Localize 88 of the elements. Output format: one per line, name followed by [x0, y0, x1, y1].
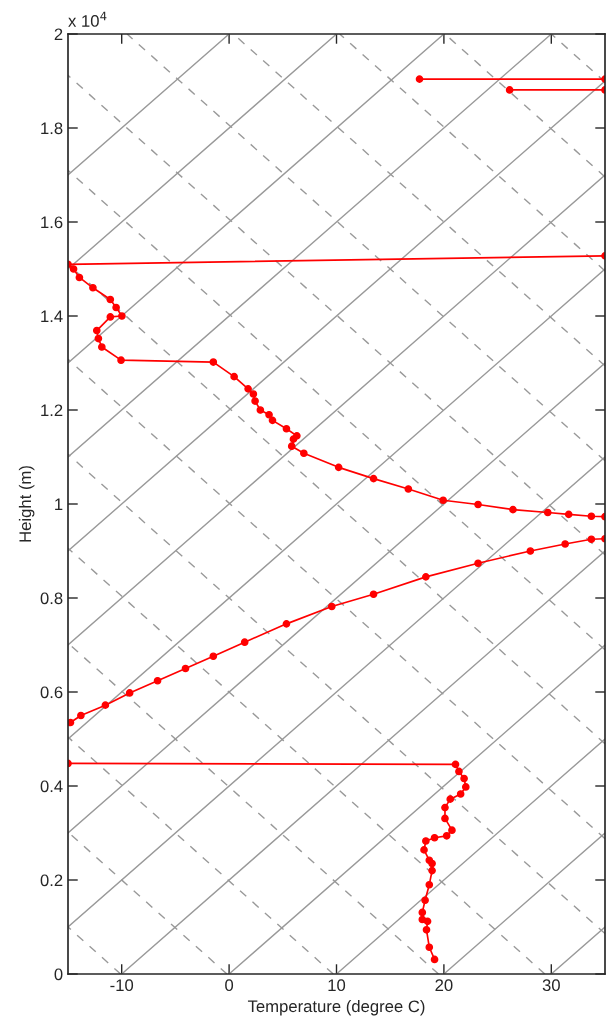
point [265, 410, 273, 419]
point [118, 312, 126, 320]
y-tick-label: 0 [54, 968, 63, 981]
point [446, 795, 455, 803]
point [461, 783, 470, 791]
point [77, 711, 85, 720]
x-tick-label: 10 [328, 979, 346, 992]
point [441, 803, 449, 812]
point [256, 406, 265, 414]
point [89, 283, 97, 292]
point [300, 449, 308, 458]
point [249, 390, 258, 398]
point [420, 846, 428, 854]
point [425, 880, 434, 889]
point [101, 701, 110, 709]
point [428, 866, 436, 875]
point [92, 326, 101, 335]
point [69, 265, 78, 273]
y-tick-label: 0.6 [40, 686, 63, 699]
y-tick-label: 1.6 [41, 216, 63, 229]
x-tick-label: 30 [542, 979, 560, 992]
point [451, 760, 460, 769]
point [543, 508, 552, 517]
point [456, 790, 465, 798]
point [94, 334, 103, 343]
point [240, 638, 249, 647]
point [209, 358, 218, 366]
point [75, 273, 84, 282]
point [327, 602, 336, 611]
point [441, 814, 449, 823]
point [425, 943, 434, 952]
point [430, 955, 439, 964]
point [293, 432, 301, 440]
x-axis-title: Temperature (degree C) [247, 999, 425, 1016]
point [587, 535, 596, 544]
point [230, 372, 238, 381]
y-axis-title: Height (m) [18, 466, 35, 542]
point [112, 303, 120, 312]
point [418, 908, 427, 917]
point [181, 664, 190, 673]
point [268, 416, 277, 425]
point [117, 356, 125, 365]
point [98, 343, 106, 351]
y-tick-label: 1.2 [41, 404, 63, 417]
y-tick-label: 1.4 [41, 310, 63, 323]
point [422, 925, 431, 934]
point [251, 397, 259, 405]
point [439, 496, 447, 505]
point [422, 837, 430, 845]
y-tick-label: 0.8 [40, 592, 63, 605]
y-tick-label: 2 [54, 28, 63, 41]
point [564, 510, 573, 519]
point [421, 896, 429, 905]
point [282, 424, 291, 433]
point [474, 559, 482, 568]
point [125, 689, 134, 697]
point [68, 718, 75, 727]
point [430, 833, 439, 842]
point [404, 485, 413, 493]
x-tick-label: -10 [110, 979, 134, 992]
y-tick-label: 0.4 [40, 780, 63, 793]
point [282, 620, 291, 628]
point [106, 295, 115, 304]
x-tick-label: 0 [225, 979, 234, 992]
point [526, 547, 535, 555]
point [442, 831, 451, 840]
point [287, 442, 296, 451]
x-tick-label: 20 [435, 979, 453, 992]
point [369, 474, 378, 483]
point [334, 463, 343, 472]
point [509, 505, 517, 514]
point [153, 676, 162, 685]
point [474, 500, 482, 509]
point [455, 767, 463, 776]
point [422, 573, 430, 581]
point [418, 915, 427, 924]
point [369, 590, 378, 599]
point [106, 313, 115, 321]
point [209, 652, 218, 661]
point [561, 540, 569, 548]
text: x 10$^{4}$ [68, 11, 107, 27]
y-tick-label: 1.8 [41, 122, 63, 135]
point [244, 385, 252, 393]
y-tick-label: 0.2 [40, 874, 63, 887]
point [460, 774, 468, 783]
point [587, 512, 596, 521]
y-tick-label: 1 [55, 498, 63, 511]
point [448, 826, 456, 835]
